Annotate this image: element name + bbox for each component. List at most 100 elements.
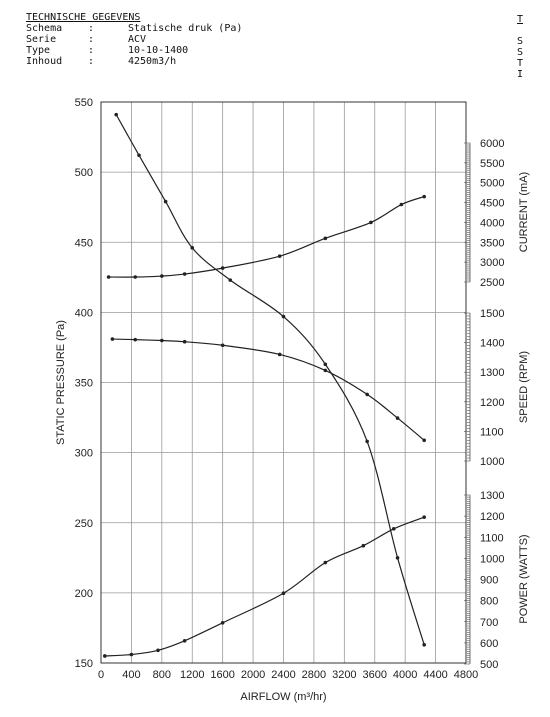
spec-block-clipped: T S S T I	[517, 14, 523, 80]
data-point	[156, 648, 160, 653]
data-point	[129, 652, 134, 657]
x-tick-label: 3200	[332, 669, 356, 681]
right-tick-label: 1300	[480, 490, 504, 502]
spec-clipped-letter: I	[517, 69, 524, 80]
x-tick-label: 4800	[454, 669, 478, 681]
data-point	[277, 352, 282, 357]
right-tick-label: 1500	[480, 308, 504, 320]
left-tick-label: 350	[75, 378, 93, 390]
data-point	[228, 278, 233, 282]
right-tick-label: 4000	[480, 217, 504, 229]
data-point	[391, 527, 396, 531]
data-point	[110, 337, 115, 341]
right-tick-label: 1000	[480, 456, 504, 468]
x-tick-label: 3600	[363, 669, 387, 681]
data-point	[160, 338, 164, 343]
right-tick-label: 4500	[480, 198, 504, 210]
right-axis-label: CURRENT (mA)	[518, 172, 530, 252]
data-point	[182, 638, 187, 643]
data-point	[133, 275, 138, 279]
x-tick-label: 400	[122, 669, 140, 681]
data-point	[160, 274, 164, 278]
spec-clipped-title: T	[517, 14, 524, 25]
x-tick-label: 4000	[393, 669, 417, 681]
spec-title: TECHNISCHE GEGEVENS	[26, 12, 141, 23]
data-point	[281, 314, 286, 319]
right-tick-label: 500	[480, 659, 498, 671]
right-axis-label: SPEED (RPM)	[518, 351, 530, 423]
data-point	[103, 654, 107, 658]
data-point	[182, 272, 187, 276]
data-point	[190, 246, 195, 250]
x-tick-label: 1200	[180, 669, 204, 681]
data-point	[323, 368, 328, 373]
x-tick-label: 2000	[241, 669, 265, 681]
left-axis-label: STATIC PRESSURE (Pa)	[55, 320, 67, 445]
data-point	[323, 362, 328, 367]
right-tick-label: 1300	[480, 367, 504, 379]
spec-row-schema: Schema: Statische druk (Pa)	[26, 23, 243, 34]
left-tick-label: 250	[75, 518, 93, 530]
right-tick-label: 1200	[480, 511, 504, 523]
left-tick-label: 300	[75, 448, 93, 460]
x-axis-label: AIRFLOW (m³/hr)	[240, 691, 326, 703]
x-tick-label: 2400	[271, 669, 295, 681]
right-tick-label: 5500	[480, 158, 504, 170]
data-point	[114, 112, 119, 117]
right-tick-label: 1400	[480, 338, 504, 350]
x-tick-label: 4400	[423, 669, 447, 681]
right-axis-label: POWER (WATTS)	[518, 534, 530, 623]
data-point	[323, 560, 328, 565]
series-line	[104, 516, 425, 657]
data-point	[281, 591, 286, 596]
series-line	[115, 114, 425, 645]
spec-row-type: Type:10-10-1400	[26, 45, 189, 56]
plot-frame	[100, 101, 467, 664]
right-tick-label: 1100	[480, 532, 504, 544]
data-point	[323, 236, 328, 241]
right-tick-label: 1200	[480, 397, 504, 409]
right-tick-label: 2500	[480, 277, 504, 289]
x-tick-label: 0	[98, 669, 104, 681]
series-line	[108, 196, 425, 278]
right-tick-label: 600	[480, 638, 498, 650]
data-point	[369, 220, 373, 225]
x-tick-label: 1600	[210, 669, 234, 681]
right-tick-label: 6000	[480, 138, 504, 150]
spec-clipped-letter: S	[517, 36, 524, 47]
data-point	[277, 254, 282, 258]
right-tick-label: 3000	[480, 257, 504, 269]
right-tick-label: 700	[480, 617, 498, 629]
right-tick-label: 900	[480, 575, 498, 587]
data-point	[133, 337, 138, 342]
right-tick-label: 5000	[480, 178, 504, 190]
left-tick-label: 200	[75, 588, 93, 600]
series-line	[112, 338, 425, 441]
data-point	[163, 199, 168, 204]
data-point	[365, 439, 369, 444]
left-tick-label: 450	[75, 237, 93, 249]
data-point	[220, 621, 225, 625]
data-point	[220, 343, 225, 348]
data-point	[365, 392, 369, 397]
data-point	[422, 194, 426, 199]
data-point	[395, 556, 400, 560]
spec-clipped-letter: S	[517, 47, 524, 58]
data-point	[182, 339, 187, 344]
data-point	[422, 515, 426, 519]
x-tick-label: 800	[153, 669, 171, 681]
spec-block: TECHNISCHE GEGEVENS Schema: Statische dru…	[26, 12, 242, 67]
data-point	[399, 202, 404, 207]
data-point	[361, 543, 366, 548]
spec-row-inhoud: Inhoud:4250m3/h	[26, 56, 177, 67]
left-tick-label: 400	[75, 307, 93, 319]
left-tick-label: 150	[75, 658, 93, 670]
right-tick-label: 800	[480, 596, 498, 608]
right-tick-label: 1000	[480, 553, 504, 565]
data-point	[137, 153, 141, 158]
spec-clipped-letter: T	[517, 58, 524, 69]
data-point	[422, 438, 426, 443]
x-tick-label: 2800	[302, 669, 326, 681]
spec-row-serie: Serie: ACV	[26, 34, 147, 45]
